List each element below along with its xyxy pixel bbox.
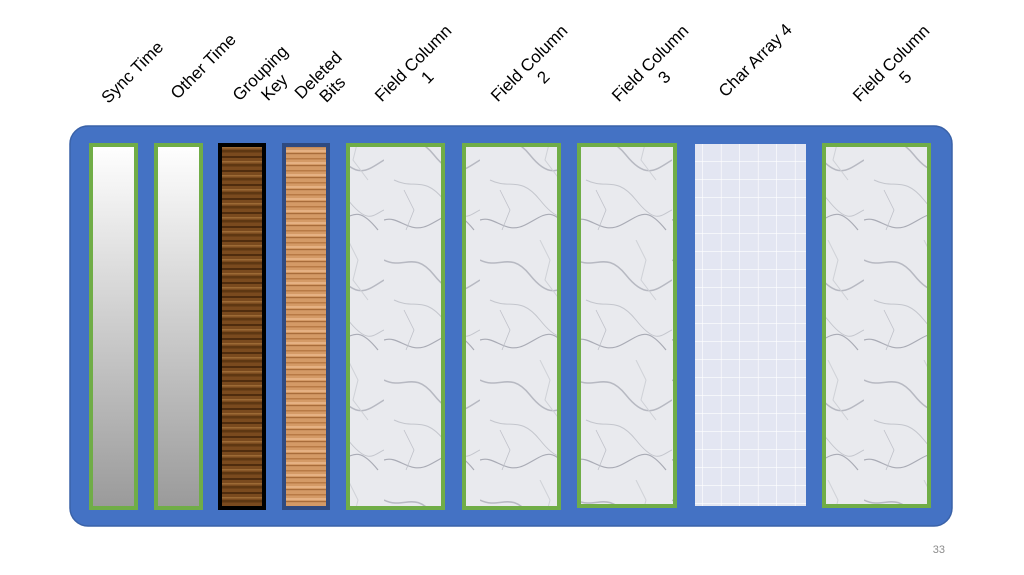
column-label: Field Column2	[487, 21, 585, 119]
page-number: 33	[933, 544, 945, 556]
label-line: 1	[417, 67, 437, 87]
label-line: Field Column	[849, 21, 933, 105]
label-line: 2	[533, 67, 553, 87]
column-label: Field Column3	[608, 21, 706, 119]
column	[89, 143, 138, 510]
column-label: DeletedBits	[291, 48, 360, 117]
column	[154, 143, 203, 510]
label-line: Sync Time	[98, 38, 168, 108]
column	[822, 143, 931, 508]
column	[462, 143, 561, 510]
column	[577, 143, 677, 508]
column-label: GroupingKey	[229, 42, 306, 119]
column-label: Char Array 4	[715, 20, 796, 101]
label-line: Char Array 4	[715, 20, 796, 101]
label-line: Field Column	[487, 21, 571, 105]
label-line: Field Column	[608, 21, 692, 105]
label-line: Field Column	[371, 21, 455, 105]
label-line: 5	[895, 67, 915, 87]
label-line: 3	[654, 67, 674, 87]
column	[695, 144, 806, 506]
column-label: Field Column1	[371, 21, 469, 119]
column	[282, 143, 330, 510]
column	[346, 143, 445, 510]
column-label: Sync Time	[98, 38, 168, 108]
column-label: Field Column5	[849, 21, 947, 119]
column	[218, 143, 266, 510]
